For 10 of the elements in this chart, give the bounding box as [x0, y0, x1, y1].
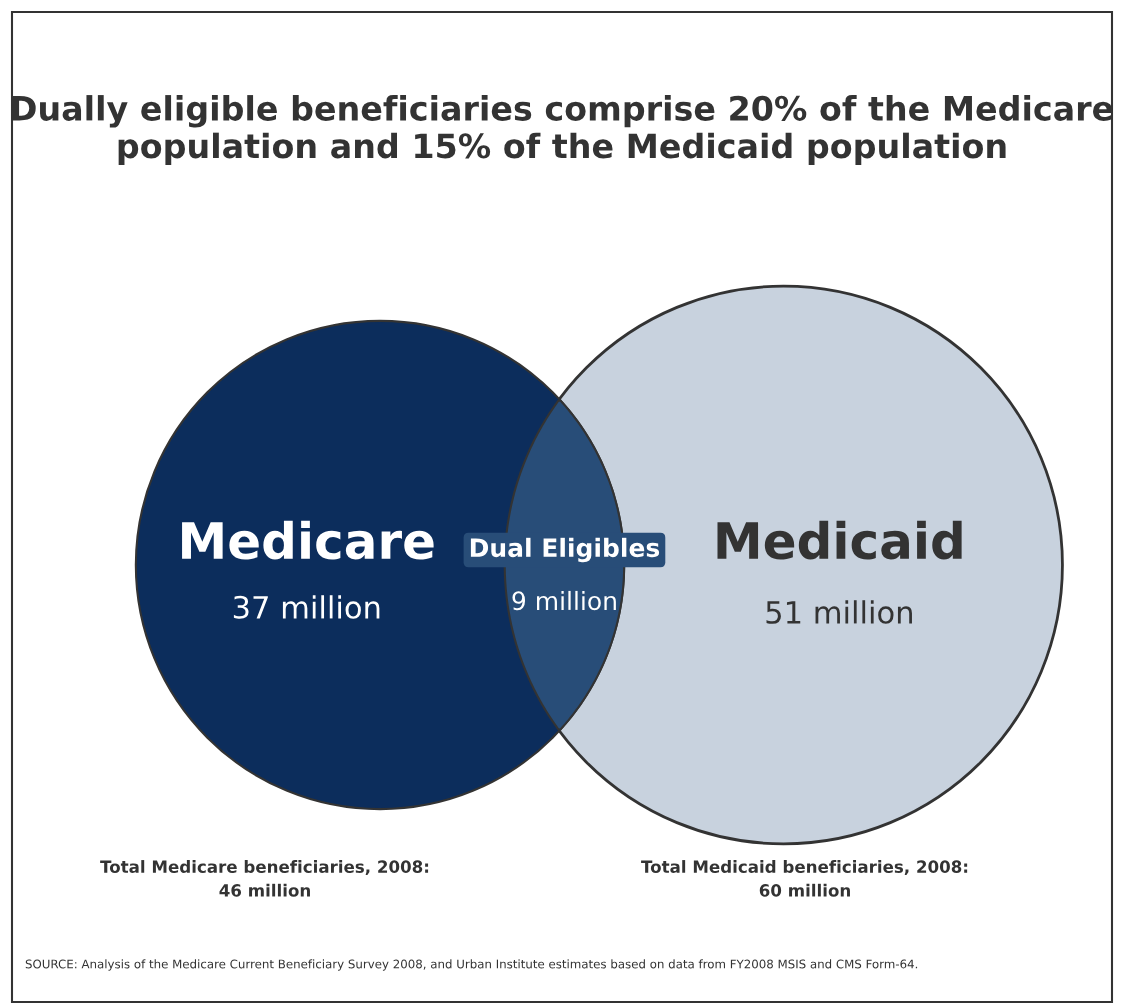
data-label: 37 million	[233, 595, 380, 619]
text: Total Medicaid beneficiaries, 2008: 60 million	[641, 860, 968, 897]
data-label: 9 million	[512, 590, 616, 611]
category-label: Medicare	[182, 520, 434, 560]
category-label: Dual Eligibles	[470, 537, 660, 563]
category-label: Medicaid	[717, 520, 962, 560]
data-label: 51 million	[766, 600, 912, 624]
text: Total Medicare beneficiaries, 2008: 46 million	[100, 860, 429, 897]
text: Dually eligible beneficiaries comprise 20% of the Medicare population and 15% of the Medicaid population	[12, 95, 1113, 165]
source-note: SOURCE: Analysis of the Medicare Current Beneficiary Survey 2008, and Urban Institute estimates based on data from FY2008 MSIS and CMS Form-64.	[25, 959, 918, 971]
